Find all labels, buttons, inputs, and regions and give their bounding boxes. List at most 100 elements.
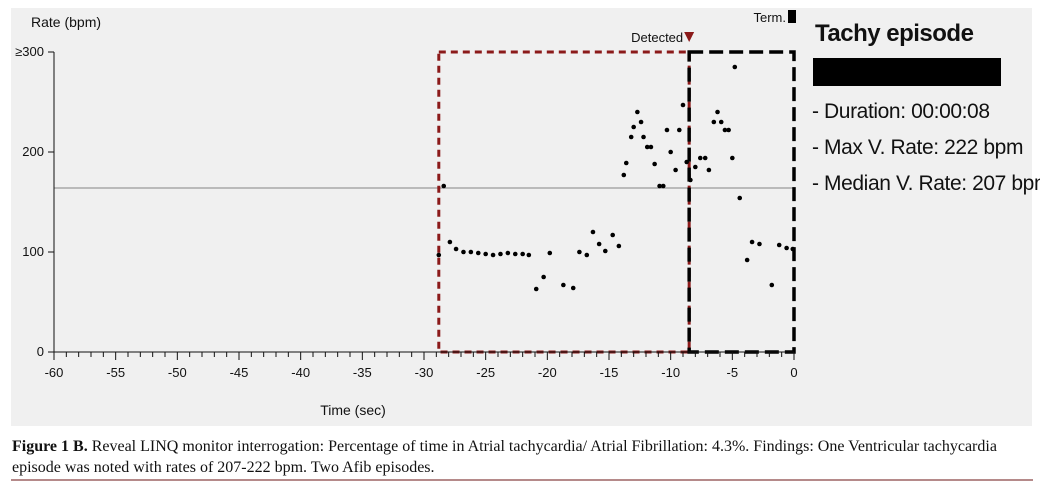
episode-info-line: - Max V. Rate: 222 bpm — [812, 136, 1024, 159]
data-point — [641, 134, 646, 140]
data-point — [684, 159, 689, 165]
data-point — [790, 246, 796, 252]
x-tick-label: -40 — [291, 365, 310, 380]
caption-text: Reveal LINQ monitor interrogation: Perce… — [12, 438, 997, 476]
data-point — [652, 161, 657, 167]
episode-regions — [437, 50, 796, 354]
data-point — [664, 127, 670, 133]
data-point — [468, 249, 474, 255]
data-point — [749, 239, 755, 245]
data-point — [638, 119, 644, 125]
term-marker-label: Term. — [754, 10, 787, 25]
data-point — [621, 172, 627, 178]
data-point — [644, 144, 650, 150]
data-point — [730, 155, 735, 161]
episode-info-line: - Duration: 00:00:08 — [812, 100, 990, 123]
x-tick-label: -30 — [415, 365, 434, 380]
data-point — [453, 246, 459, 252]
data-point — [577, 249, 582, 255]
x-tick-label: -55 — [106, 365, 125, 380]
data-point — [673, 167, 678, 173]
data-point — [677, 127, 682, 133]
data-point — [706, 167, 712, 173]
x-tick-label: -50 — [168, 365, 187, 380]
detected-marker-arrow — [684, 32, 695, 42]
x-tick-label: -35 — [353, 365, 372, 380]
data-point — [623, 160, 629, 166]
data-point — [732, 64, 738, 70]
data-point — [436, 252, 442, 258]
x-tick-label: -60 — [45, 365, 64, 380]
data-point — [697, 155, 703, 161]
data-point — [631, 124, 636, 130]
x-tick-label: 0 — [790, 365, 797, 380]
data-point — [648, 144, 654, 150]
terminated-episode-region — [687, 50, 796, 354]
data-point — [526, 252, 532, 258]
data-point — [660, 183, 666, 189]
data-point — [533, 286, 539, 292]
y-tick-label: 100 — [22, 244, 44, 259]
x-tick-label: -20 — [538, 365, 557, 380]
caption-rule — [11, 479, 1033, 481]
data-point — [722, 127, 728, 133]
heart-rate-chart: Rate (bpm) Time (sec) 0 100 200 ≥300 -60 -55 -… — [15, 10, 798, 418]
data-point — [441, 183, 447, 189]
data-point — [570, 285, 576, 291]
data-point — [757, 241, 762, 247]
episode-title: Tachy episode — [815, 20, 974, 47]
x-tick-label: -5 — [727, 365, 739, 380]
data-point — [483, 251, 488, 257]
data-point — [776, 242, 782, 248]
data-point — [512, 251, 518, 257]
data-point — [702, 155, 708, 161]
data-point — [547, 250, 553, 256]
data-point — [744, 257, 750, 263]
data-point — [726, 127, 731, 133]
data-point — [718, 119, 724, 125]
data-point — [603, 248, 608, 254]
episode-info-list: - Duration: 00:00:08 - Max V. Rate: 222 b… — [812, 94, 1040, 202]
data-point — [584, 252, 590, 258]
data-point — [628, 134, 634, 140]
x-tick-label: -45 — [230, 365, 249, 380]
data-point — [596, 241, 602, 247]
x-tick-label: -10 — [661, 365, 680, 380]
data-point — [769, 282, 775, 288]
y-tick-label: 200 — [22, 144, 44, 159]
data-point — [688, 177, 693, 183]
data-point — [616, 243, 622, 249]
data-point — [715, 109, 720, 115]
data-point — [461, 249, 466, 255]
data-points — [436, 64, 796, 292]
data-point — [490, 252, 496, 258]
y-tick-label: ≥300 — [15, 44, 44, 59]
x-axis-label: Time (sec) — [320, 402, 386, 418]
data-point — [784, 245, 789, 251]
data-point — [693, 164, 698, 170]
data-point — [541, 274, 546, 280]
data-point — [475, 250, 481, 256]
caption-label: Figure 1 B. — [12, 438, 88, 455]
data-point — [520, 251, 525, 257]
data-point — [447, 239, 453, 245]
data-point — [680, 102, 686, 108]
figure-caption: Figure 1 B. Reveal LINQ monitor interrog… — [12, 436, 1034, 478]
y-axis-label: Rate (bpm) — [31, 14, 101, 30]
data-point — [498, 251, 503, 257]
data-point — [657, 183, 662, 189]
episode-summary-panel: Tachy episode - Duration: 00:00:08 - Max … — [812, 20, 1040, 202]
episode-info-line: - Median V. Rate: 207 bpm — [812, 172, 1040, 195]
data-point — [610, 232, 615, 238]
data-point — [668, 149, 673, 155]
detected-marker-label: Detected — [631, 30, 683, 45]
redaction-bar — [813, 58, 1001, 86]
y-tick-label: 0 — [37, 344, 44, 359]
data-point — [561, 282, 566, 288]
detected-episode-region — [437, 50, 691, 354]
episode-markers: Detected Term. — [631, 10, 796, 45]
data-point — [590, 229, 596, 235]
data-point — [737, 195, 743, 201]
data-point — [711, 119, 717, 125]
